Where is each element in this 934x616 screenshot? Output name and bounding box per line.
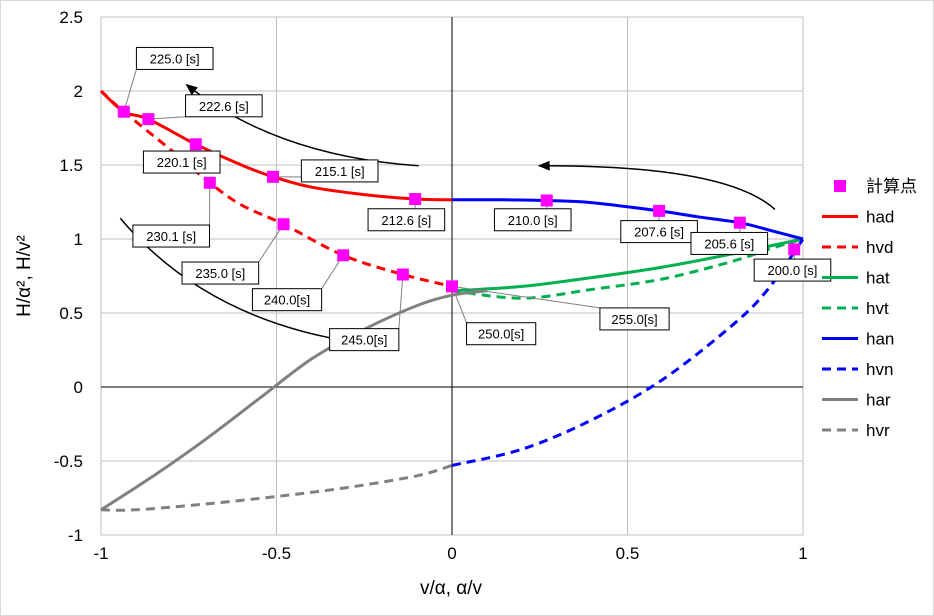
x-tick-label: -1 [93,544,108,563]
legend-label: han [866,330,894,349]
callout-leader [148,116,186,120]
calc-point-marker [540,194,553,207]
series-line-hvr [100,463,453,512]
calc-point-marker [277,218,290,231]
y-tick-label: -1 [68,526,83,545]
callout-leader [258,223,284,263]
calc-point-marker [203,176,216,189]
legend-label: 計算点 [866,177,917,196]
callout-box [599,307,670,331]
calc-point-marker [266,170,279,183]
callout-leader [451,285,600,309]
x-tick-label: 0.5 [616,544,640,563]
callout-box [620,220,698,244]
series-line-har [100,289,488,512]
callout-leader [123,69,137,112]
legend-label: hat [866,269,890,288]
x-tick-label: -0.5 [262,544,291,563]
direction-arrow [537,160,776,210]
x-axis-title: v/α, α/v [420,578,483,599]
callout-box [466,322,537,346]
legend-label: had [866,208,894,227]
calc-point-marker [788,243,801,256]
calc-point-marker [117,105,130,118]
callout-label: 212.6 [s] [381,213,431,228]
x-tick-label: 0 [447,544,456,563]
annotation-group: 225.0 [s] 222.6 [s] 220.1 [s] 215.1 [s] 230.… [123,46,832,352]
tick-labels: -1 -0.5 0 0.5 1 -1 -0.5 0 0.5 1 1.5 2 2.5 [54,8,808,563]
callout-label: 245.0[s] [341,333,387,348]
callout-label: 230.1 [s] [146,229,196,244]
axes [101,17,803,535]
x-tick-label: 1 [798,544,807,563]
callout-label: 205.6 [s] [704,236,754,251]
callout-label: 200.0 [s] [768,263,818,278]
y-tick-label: -0.5 [54,452,83,471]
calc-point-marker [653,204,666,217]
callout-box [300,159,379,183]
legend-label: hvd [866,238,893,257]
legend-label: hvn [866,360,893,379]
y-tick-label: 2 [74,82,83,101]
y-axis-title: H/α², H/v² [14,235,35,317]
legend-label: hvr [866,421,890,440]
callout-box [753,258,832,282]
calc-point-marker [189,138,202,151]
y-tick-label: 2.5 [59,8,83,27]
calc-point-marker [409,193,422,206]
callout-label: 255.0[s] [611,312,657,327]
callout-label: 225.0 [s] [150,51,200,66]
callout-leader [398,274,404,329]
calc-point-marker [446,280,458,293]
callout-box [181,261,260,285]
y-tick-label: 1.5 [59,156,83,175]
legend-label: hvt [866,299,889,318]
calc-point-marker [142,113,155,126]
y-tick-label: 0 [74,378,83,397]
callout-box [690,231,769,255]
calc-point-marker [733,216,746,229]
callout-label: 222.6 [s] [199,99,249,114]
callout-label: 220.1 [s] [157,155,207,170]
callout-label: 250.0[s] [478,327,524,342]
callout-label: 240.0[s] [264,293,310,308]
series-line-had [99,89,453,202]
callout-label: 207.6 [s] [634,225,684,240]
y-tick-label: 0.5 [59,304,83,323]
callout-label: 235.0 [s] [195,266,245,281]
callout-box [367,208,446,232]
callout-box [185,94,263,118]
legend-marker [834,180,846,192]
callout-label: 215.1 [s] [315,164,365,179]
callout-box [132,224,210,248]
callout-box [142,150,221,174]
callout-box [493,208,572,232]
y-tick-label: 1 [74,230,83,249]
legend: 計算点 had hvd hat hvt han hvn har hvr [822,177,917,440]
callout-box [135,46,214,70]
callout-leader [451,286,468,323]
callout-box [329,328,400,352]
calc-point-marker [337,249,350,262]
series-line-hvd [99,89,453,288]
legend-label: har [866,391,891,410]
callout-box [251,288,323,312]
calc-point-marker [396,268,409,281]
series-line-hvn [451,238,805,467]
callout-label: 210.0 [s] [508,213,558,228]
marker-group [117,105,801,293]
